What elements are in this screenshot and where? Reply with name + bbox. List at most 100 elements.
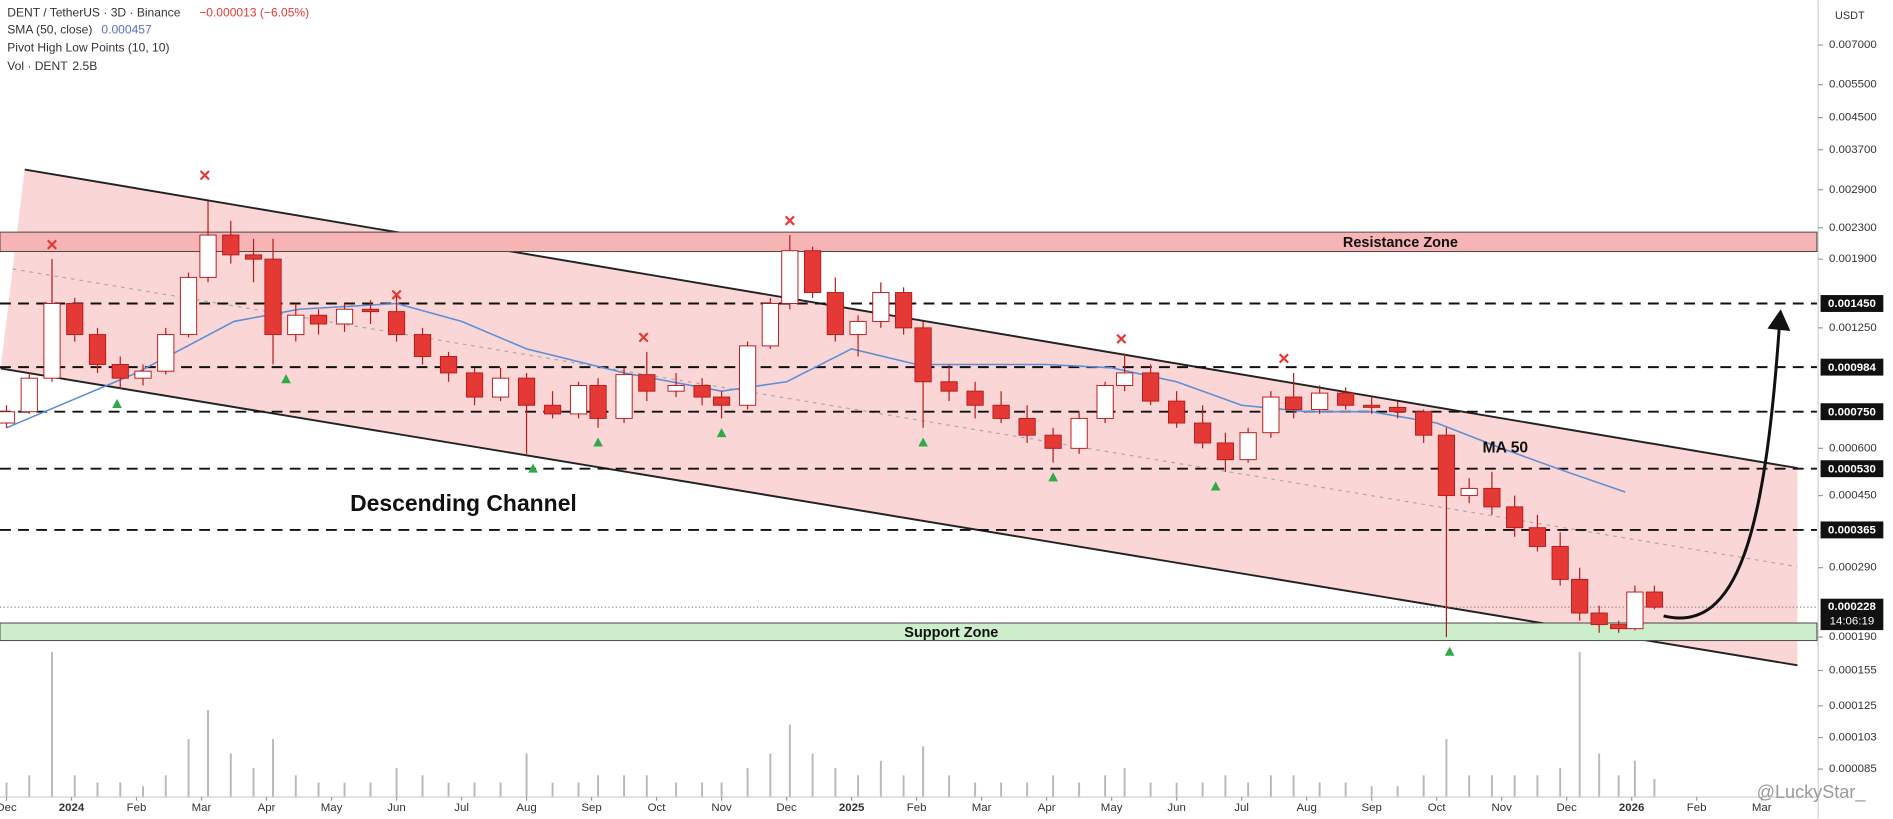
candle-body <box>287 314 305 336</box>
candle-body <box>712 396 731 406</box>
candle-body <box>1194 422 1212 444</box>
vol-name: Vol · DENT <box>7 59 68 73</box>
volume-bar <box>1000 782 1003 798</box>
candle-body <box>1506 506 1524 529</box>
y-tick-label: 0.000290 <box>1829 562 1877 574</box>
y-tick-label: 0.004500 <box>1829 112 1877 124</box>
candle-body <box>1096 384 1114 419</box>
y-tick-label: 0.000600 <box>1829 442 1877 454</box>
volume-bar <box>1078 782 1081 798</box>
x-tick-label: May <box>321 802 343 814</box>
volume-bar <box>1247 782 1250 798</box>
volume-bar <box>525 753 528 798</box>
candle-body <box>667 384 685 392</box>
x-tick-label: Jul <box>454 802 469 814</box>
zone <box>0 622 1818 642</box>
level-label: 0.000365 <box>1828 525 1876 537</box>
volume-bar <box>207 710 209 798</box>
candle-body <box>1460 487 1478 497</box>
volume-bar <box>922 746 925 798</box>
candle-body <box>1311 392 1329 411</box>
volume-bar <box>746 768 749 798</box>
y-tick-label: 0.000085 <box>1829 763 1877 775</box>
volume-bar <box>1653 778 1656 798</box>
candle-body <box>1610 624 1628 630</box>
y-tick-label: 0.000450 <box>1829 490 1877 502</box>
candle-body <box>803 250 822 294</box>
level-box <box>1820 295 1884 312</box>
volume-bar <box>473 782 476 798</box>
sma-value: 0.000457 <box>101 23 152 37</box>
candle-body <box>111 364 129 379</box>
x-tick-label: Nov <box>1491 802 1512 814</box>
x-tick-label: Aug <box>1296 802 1316 814</box>
y-tick-label: 0.000103 <box>1829 732 1877 744</box>
volume-bar <box>1370 786 1373 798</box>
x-tick-label: 2026 <box>1619 802 1644 814</box>
volume-bar <box>769 753 772 798</box>
candle-body <box>335 308 354 325</box>
volume-bar <box>974 782 977 798</box>
y-tick-label: 0.001250 <box>1829 322 1877 334</box>
candle-body <box>179 276 198 336</box>
volume-bar <box>1633 760 1636 798</box>
volume-bar <box>1468 775 1471 798</box>
volume-bar <box>369 782 372 798</box>
volume-bar <box>1559 768 1562 798</box>
volume-bar <box>577 782 580 798</box>
candle-body <box>781 250 799 304</box>
volume-bar <box>834 768 837 798</box>
candle-body <box>738 345 757 406</box>
zone-label: Support Zone <box>904 625 998 641</box>
volume-bar <box>142 786 144 798</box>
candle-body <box>43 303 61 379</box>
level-label: 0.000984 <box>1828 362 1876 374</box>
pivot-low <box>593 437 603 447</box>
candle-body <box>1116 372 1134 386</box>
pivot-high <box>638 332 649 343</box>
pivot-high <box>391 289 402 300</box>
volume-bar <box>1513 775 1516 798</box>
volume-bar <box>1598 753 1601 798</box>
volume-bar <box>720 782 723 798</box>
candle-body <box>1645 591 1664 608</box>
y-tick-label: 0.007000 <box>1829 39 1877 51</box>
x-tick-label: Apr <box>258 802 276 814</box>
candle-body <box>439 355 458 374</box>
volume-bar <box>879 760 882 798</box>
volume-bar <box>51 652 53 798</box>
x-tick-label: May <box>1101 802 1123 814</box>
volume-bar <box>701 782 704 798</box>
x-tick-label: Jun <box>1167 802 1185 814</box>
candle-body <box>157 334 175 372</box>
y-tick-label: 0.002300 <box>1829 222 1877 234</box>
candle-body <box>1044 434 1062 449</box>
pivot-high <box>199 170 210 181</box>
candle-body <box>387 311 406 336</box>
candle-body <box>894 292 913 329</box>
candle-body <box>1389 406 1407 413</box>
pivot-low <box>1048 472 1058 482</box>
level-label: 0.000750 <box>1828 406 1876 418</box>
candle-body <box>1216 442 1234 461</box>
volume-bar <box>902 775 905 798</box>
volume-bar <box>119 782 122 798</box>
candle-body <box>309 314 328 325</box>
candle-body <box>1262 396 1280 434</box>
volume-bar <box>1578 652 1581 798</box>
volume-bar <box>1149 782 1152 798</box>
candle-body <box>1337 392 1355 406</box>
volume-bar <box>395 768 398 798</box>
level-box <box>1820 403 1884 421</box>
countdown: 14:06:19 <box>1830 616 1875 628</box>
x-tick-label: Dec <box>1556 802 1577 814</box>
zone-label: Resistance Zone <box>1343 235 1458 251</box>
candle-body <box>1142 372 1160 402</box>
price-label: 0.000228 <box>1828 601 1876 613</box>
x-tick-label: Sep <box>581 802 601 814</box>
candle-body <box>1168 400 1186 424</box>
x-tick-label: Dec <box>0 802 17 814</box>
candle-body <box>615 374 633 419</box>
volume-bar <box>645 775 648 798</box>
